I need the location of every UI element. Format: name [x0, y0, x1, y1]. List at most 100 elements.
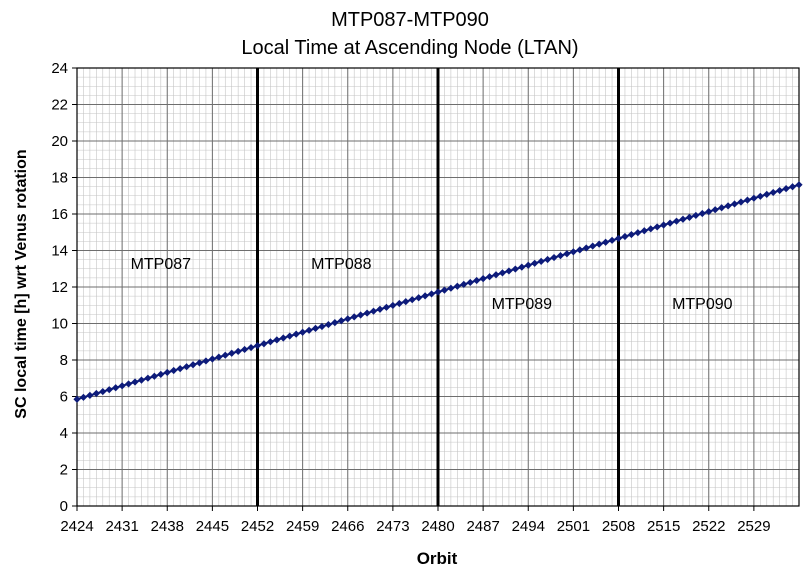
data-point — [350, 313, 358, 321]
data-point — [711, 206, 719, 214]
data-point — [402, 297, 410, 306]
data-point — [228, 349, 236, 357]
y-tick-label: 10 — [51, 316, 68, 333]
data-point — [582, 244, 590, 252]
data-point — [795, 181, 803, 189]
data-point — [537, 257, 545, 265]
data-point — [589, 242, 597, 250]
data-point — [266, 338, 274, 346]
data-point — [640, 227, 648, 235]
data-point — [556, 252, 565, 260]
data-point — [627, 230, 635, 239]
x-tick-label: 2515 — [647, 518, 680, 535]
data-point — [382, 303, 391, 311]
x-tick-label: 2424 — [60, 518, 93, 535]
data-point — [550, 253, 558, 262]
data-point — [737, 198, 745, 206]
data-point — [705, 208, 713, 216]
data-point — [763, 190, 771, 198]
mtp-label: MTP090 — [672, 296, 733, 313]
data-point — [279, 334, 287, 342]
data-point — [614, 234, 623, 243]
y-tick-label: 22 — [51, 97, 68, 114]
mtp-label: MTP089 — [492, 296, 553, 313]
data-point — [698, 209, 706, 218]
data-point — [769, 188, 777, 197]
data-point — [724, 202, 732, 210]
x-tick-label: 2522 — [692, 518, 725, 535]
data-point — [621, 232, 629, 241]
data-point — [634, 229, 642, 237]
data-point — [144, 374, 152, 382]
y-tick-label: 14 — [51, 243, 68, 260]
data-point — [608, 236, 616, 244]
y-tick-label: 6 — [60, 389, 68, 406]
data-point — [286, 332, 294, 340]
data-point — [253, 342, 262, 350]
data-point — [427, 290, 436, 298]
y-axis-title: SC local time [h] wrt Venus rotation — [13, 149, 30, 418]
data-point — [756, 192, 764, 200]
data-point — [447, 284, 455, 292]
x-tick-label: 2431 — [105, 518, 138, 535]
data-point — [473, 276, 481, 285]
data-point — [602, 238, 610, 246]
data-point — [208, 355, 216, 363]
data-point — [105, 386, 113, 394]
x-tick-label: 2466 — [331, 518, 364, 535]
data-point — [305, 326, 313, 334]
chart-title: MTP087-MTP090 — [331, 9, 489, 31]
data-point — [524, 261, 532, 269]
data-point — [318, 322, 326, 331]
data-point — [292, 330, 300, 338]
data-point — [415, 294, 423, 302]
data-point — [357, 311, 365, 319]
data-point — [137, 376, 146, 384]
data-point — [260, 340, 268, 348]
data-point — [460, 280, 468, 288]
data-point — [389, 301, 397, 310]
data-point — [692, 211, 700, 220]
data-point — [331, 319, 339, 327]
x-axis-title: Orbit — [417, 549, 458, 568]
y-tick-label: 8 — [60, 352, 68, 369]
data-point — [531, 259, 539, 267]
data-point — [576, 246, 584, 254]
data-point — [73, 395, 81, 403]
data-point — [660, 221, 668, 229]
data-point — [150, 372, 158, 380]
data-point — [195, 359, 204, 367]
data-point — [124, 380, 133, 388]
data-point — [543, 255, 552, 264]
mtp-label: MTP087 — [131, 256, 192, 273]
data-point — [788, 183, 797, 191]
x-tick-label: 2480 — [421, 518, 454, 535]
data-point — [99, 387, 107, 396]
data-point — [241, 345, 249, 354]
data-point — [86, 391, 94, 400]
data-point — [215, 353, 223, 361]
data-point — [776, 186, 784, 195]
data-point — [337, 317, 345, 325]
x-tick-label: 2494 — [512, 518, 545, 535]
data-point — [421, 292, 429, 300]
data-point — [750, 194, 758, 202]
y-tick-label: 16 — [51, 206, 68, 223]
data-point — [647, 225, 655, 233]
x-tick-label: 2445 — [196, 518, 229, 535]
data-point — [376, 305, 384, 313]
data-point — [563, 250, 571, 258]
data-point — [273, 336, 281, 344]
x-tick-label: 2452 — [241, 518, 274, 535]
data-point — [170, 366, 178, 375]
y-tick-label: 18 — [51, 170, 68, 187]
data-point — [92, 389, 100, 398]
data-point — [718, 204, 726, 212]
x-tick-label: 2508 — [602, 518, 635, 535]
data-point — [666, 219, 674, 227]
data-point — [485, 273, 494, 281]
data-point — [440, 286, 449, 294]
data-point — [672, 217, 681, 225]
